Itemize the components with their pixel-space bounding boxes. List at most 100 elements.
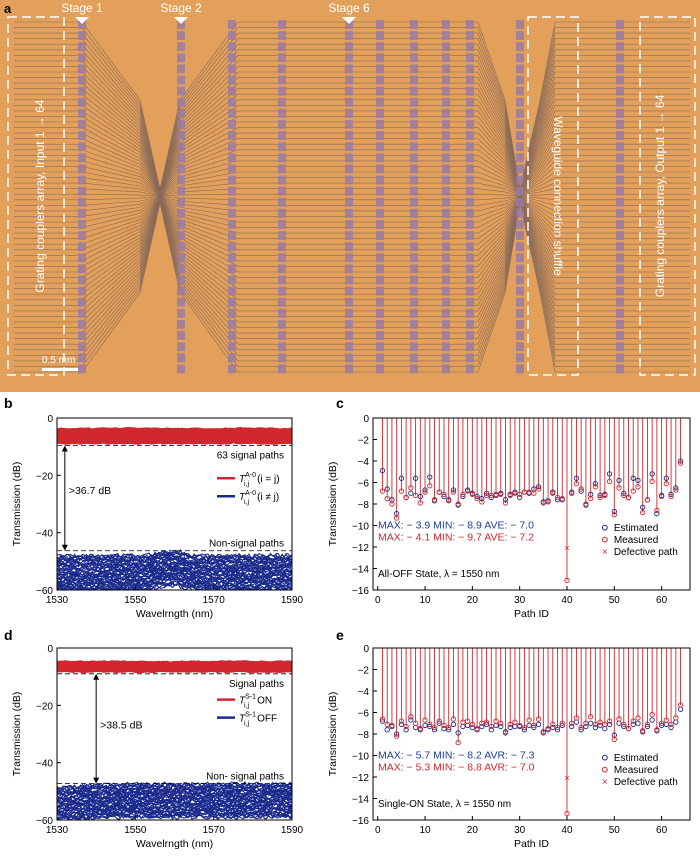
waveguide: [14, 138, 690, 195]
switch-cell: [442, 297, 450, 307]
measured-point: [616, 716, 622, 722]
estimated-point: [450, 721, 457, 727]
waveguide: [14, 199, 690, 323]
measured-point: [564, 577, 570, 583]
switch-cell: [78, 364, 86, 374]
y-tick-label: −16: [352, 816, 369, 827]
chart-b: >36.7 dB 63 signal paths Non-signal paths 1…: [11, 414, 304, 620]
switch-cell: [442, 108, 450, 118]
measured-point: [550, 721, 556, 727]
switch-cell: [177, 231, 185, 240]
nonsignal-annotation: Non- signal paths: [206, 772, 284, 783]
switch-cell: [177, 264, 185, 274]
estimated-point: [488, 494, 494, 501]
x-tick-label: 20: [467, 825, 479, 836]
estimated-point: [441, 493, 447, 500]
switch-cell: [177, 108, 185, 118]
switch-cell: [442, 197, 450, 207]
y-tick-label: −20: [36, 471, 53, 482]
switch-cell: [410, 164, 418, 174]
switch-cell: [345, 142, 353, 152]
measured-point: [526, 489, 532, 495]
estimated-point: [649, 471, 655, 477]
switch-cell: [516, 331, 524, 340]
x-tick-label: 30: [514, 595, 526, 606]
y-axis-label: Transmission (dB): [327, 462, 339, 547]
estimated-point: [663, 475, 669, 481]
legend-nonsignal-symbol: T: [239, 492, 246, 503]
switch-cell: [442, 242, 450, 252]
switch-cell: [228, 108, 236, 118]
switch-cell: [376, 364, 384, 374]
switch-cell: [345, 342, 353, 352]
x-tick-label: 1530: [46, 595, 69, 606]
legend-signal: TA-0 i,j (i = j): [239, 472, 280, 488]
measured-point: [573, 715, 580, 721]
switch-cell: [466, 364, 474, 374]
switch-cell: [228, 97, 236, 107]
measured-point: [441, 491, 447, 497]
measured-point: [583, 501, 589, 507]
switch-cell: [410, 331, 418, 340]
measured-point: [455, 739, 461, 746]
waveguide: [14, 27, 690, 190]
legend-signal-sub: i,j: [244, 481, 250, 488]
stage6-label: Stage 6: [328, 1, 370, 15]
legend-defective: Defective path: [614, 777, 678, 788]
switch-cell: [466, 297, 474, 307]
switch-cell: [228, 86, 236, 96]
switch-cell: [376, 186, 384, 196]
measured-point: [450, 489, 457, 495]
switch-cell: [376, 342, 384, 352]
switch-cell: [278, 31, 286, 40]
measured-point: [606, 718, 613, 724]
switch-cell: [442, 253, 450, 263]
switch-cell: [376, 297, 384, 307]
x-tick-label: 40: [561, 595, 573, 606]
y-axis-label: Transmission (dB): [11, 462, 23, 547]
switch-cell: [228, 342, 236, 352]
estimated-point: [535, 721, 542, 727]
switch-cell: [410, 297, 418, 307]
measured-point: [422, 717, 428, 723]
switch-cell: [376, 131, 384, 140]
switch-cell: [466, 208, 474, 218]
switch-cell: [442, 86, 450, 96]
switch-cell: [516, 208, 524, 218]
switch-cell: [78, 320, 86, 329]
estimated-point: [394, 731, 400, 737]
waveguide: [14, 200, 690, 328]
waveguide: [14, 182, 690, 196]
switch-cell: [228, 75, 236, 85]
switch-cell: [78, 86, 86, 96]
estimated-point: [412, 475, 419, 481]
switch-cell: [177, 275, 185, 285]
switch-cell: [228, 242, 236, 252]
switch-cell: [278, 108, 286, 118]
waveguide: [14, 197, 690, 239]
switch-cell: [410, 186, 418, 196]
switch-cell: [466, 231, 474, 240]
switch-cell: [616, 253, 624, 263]
switch-cell: [410, 275, 418, 285]
switch-cell: [376, 220, 384, 229]
switch-cell: [78, 20, 86, 29]
measured-point: [408, 714, 414, 720]
switch-cell: [177, 297, 185, 307]
x-axis-label: Path ID: [514, 838, 549, 850]
switch-cell: [78, 220, 86, 229]
switch-cell: [516, 286, 524, 296]
switch-cell: [616, 220, 624, 229]
switch-cell: [466, 42, 474, 52]
chart-d: >38.5 dB Signal paths Non- signal paths 153…: [11, 644, 304, 850]
switch-cell: [616, 42, 624, 52]
x-tick-label: 40: [561, 825, 573, 836]
estimated-point: [483, 490, 490, 496]
switch-cell: [516, 231, 524, 240]
switch-cell: [376, 286, 384, 296]
estimated-point: [427, 723, 433, 730]
switch-cell: [345, 231, 353, 240]
stage2-marker: [174, 17, 188, 24]
switch-cell: [177, 164, 185, 174]
panel-letter-c: c: [336, 395, 344, 411]
